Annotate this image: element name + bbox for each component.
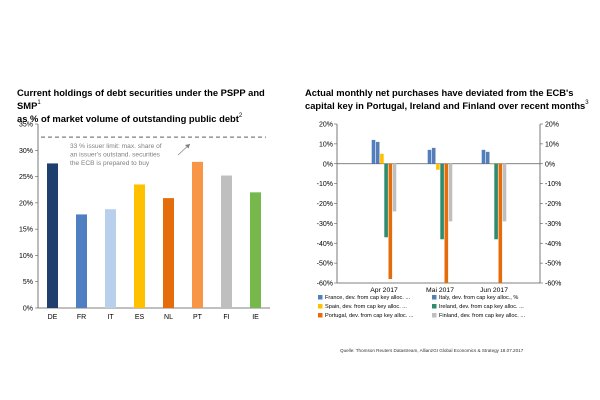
left-chart-title: Current holdings of debt securities unde… bbox=[17, 87, 265, 124]
left-y-tick-label: 35% bbox=[19, 122, 33, 129]
right-y-tick-label: -20% bbox=[545, 201, 561, 208]
right-bar-series-0 bbox=[427, 149, 432, 164]
left-bar-es bbox=[134, 184, 145, 308]
left-y-tick-label: 25% bbox=[19, 174, 33, 181]
right-bar-series-1 bbox=[485, 151, 490, 164]
left-x-tick-label: NL bbox=[164, 314, 173, 321]
left-bar-nl bbox=[163, 198, 174, 308]
left-x-tick-label: DE bbox=[48, 314, 58, 321]
left-x-tick-label: FR bbox=[77, 314, 86, 321]
left-bar-ie bbox=[250, 192, 261, 308]
right-bar-series-2 bbox=[490, 163, 494, 165]
right-bar-series-5 bbox=[502, 163, 507, 222]
legend-swatch bbox=[432, 295, 437, 300]
right-y-tick-label: -60% bbox=[545, 281, 561, 288]
annotation-arrowhead bbox=[185, 144, 190, 149]
right-y-tick-label: -30% bbox=[317, 221, 333, 228]
right-y-tick-label: -40% bbox=[545, 241, 561, 248]
right-y-tick-label: -20% bbox=[317, 201, 333, 208]
legend-swatch bbox=[432, 313, 437, 318]
left-x-tick-label: IE bbox=[252, 314, 259, 321]
left-bar-fr bbox=[76, 214, 87, 308]
right-y-tick-label: -40% bbox=[317, 241, 333, 248]
legend-swatch bbox=[318, 313, 323, 318]
left-bar-pt bbox=[192, 161, 203, 308]
left-x-tick-label: IT bbox=[107, 314, 114, 321]
left-y-tick-label: 5% bbox=[23, 279, 33, 286]
left-x-tick-label: FI bbox=[223, 314, 229, 321]
left-y-tick-label: 15% bbox=[19, 227, 33, 234]
right-y-tick-label: 10% bbox=[545, 141, 559, 148]
legend-entry: Italy, dev. from cap key alloc., % bbox=[439, 295, 518, 301]
right-x-tick-label: Mai 2017 bbox=[426, 287, 454, 294]
reference-annotation-line: an issuer's outstand. securities bbox=[70, 152, 161, 159]
right-bar-series-2 bbox=[380, 153, 384, 164]
left-x-tick-label: PT bbox=[193, 314, 203, 321]
right-y-tick-label: 10% bbox=[319, 141, 333, 148]
legend-entry: Ireland, dev. from cap key alloc. ... bbox=[439, 304, 524, 310]
right-bar-series-4 bbox=[498, 163, 503, 283]
right-bar-series-5 bbox=[392, 163, 397, 212]
right-bar-series-3 bbox=[440, 163, 444, 240]
right-bar-series-0 bbox=[371, 139, 376, 164]
legend-entry: Spain, dev. from cap key alloc. ... bbox=[325, 304, 407, 310]
left-bar-it bbox=[105, 209, 116, 308]
reference-annotation-line: the ECB is prepared to buy bbox=[70, 160, 150, 167]
source-note: Quelle: Thomson Reuters Datastream, Alli… bbox=[340, 348, 524, 353]
left-y-tick-label: 0% bbox=[23, 306, 33, 313]
legend-swatch bbox=[318, 304, 323, 309]
right-x-tick-label: Apr 2017 bbox=[370, 287, 398, 294]
right-x-tick-label: Jun 2017 bbox=[480, 287, 508, 294]
left-bar-de bbox=[47, 163, 58, 308]
reference-annotation-line: 33 % issuer limit: max. share of bbox=[70, 143, 162, 150]
legend-entry: Finland, dev. from cap key alloc. ... bbox=[439, 313, 525, 319]
left-y-tick-label: 30% bbox=[19, 148, 33, 155]
right-y-tick-label: 0% bbox=[323, 161, 333, 168]
right-y-tick-label: -30% bbox=[545, 221, 561, 228]
right-y-tick-label: -10% bbox=[317, 181, 333, 188]
right-bar-series-4 bbox=[444, 163, 449, 283]
right-y-tick-label: 0% bbox=[545, 161, 555, 168]
right-bar-series-1 bbox=[431, 147, 436, 164]
right-bar-series-4 bbox=[388, 163, 393, 280]
right-y-tick-label: -50% bbox=[545, 261, 561, 268]
right-y-tick-label: -50% bbox=[317, 261, 333, 268]
right-bar-series-3 bbox=[384, 163, 388, 238]
left-x-tick-label: ES bbox=[135, 314, 145, 321]
right-bar-series-1 bbox=[375, 141, 380, 164]
right-chart-title: Actual monthly net purchases have deviat… bbox=[305, 87, 589, 111]
right-y-tick-label: -10% bbox=[545, 181, 561, 188]
left-y-tick-label: 10% bbox=[19, 253, 33, 260]
legend-swatch bbox=[318, 295, 323, 300]
legend-swatch bbox=[432, 304, 437, 309]
left-y-tick-label: 20% bbox=[19, 200, 33, 207]
right-bar-series-5 bbox=[448, 163, 453, 222]
legend-entry: France, dev. from cap key alloc. ... bbox=[325, 295, 411, 301]
right-y-tick-label: -60% bbox=[317, 281, 333, 288]
legend-entry: Portugal, dev. from cap key alloc. ... bbox=[325, 313, 414, 319]
right-bar-series-3 bbox=[494, 163, 498, 240]
right-y-tick-label: 20% bbox=[319, 122, 333, 129]
left-bar-fi bbox=[221, 175, 232, 308]
right-y-tick-label: 20% bbox=[545, 122, 559, 129]
right-bar-series-2 bbox=[436, 163, 440, 170]
right-bar-series-0 bbox=[481, 149, 486, 164]
